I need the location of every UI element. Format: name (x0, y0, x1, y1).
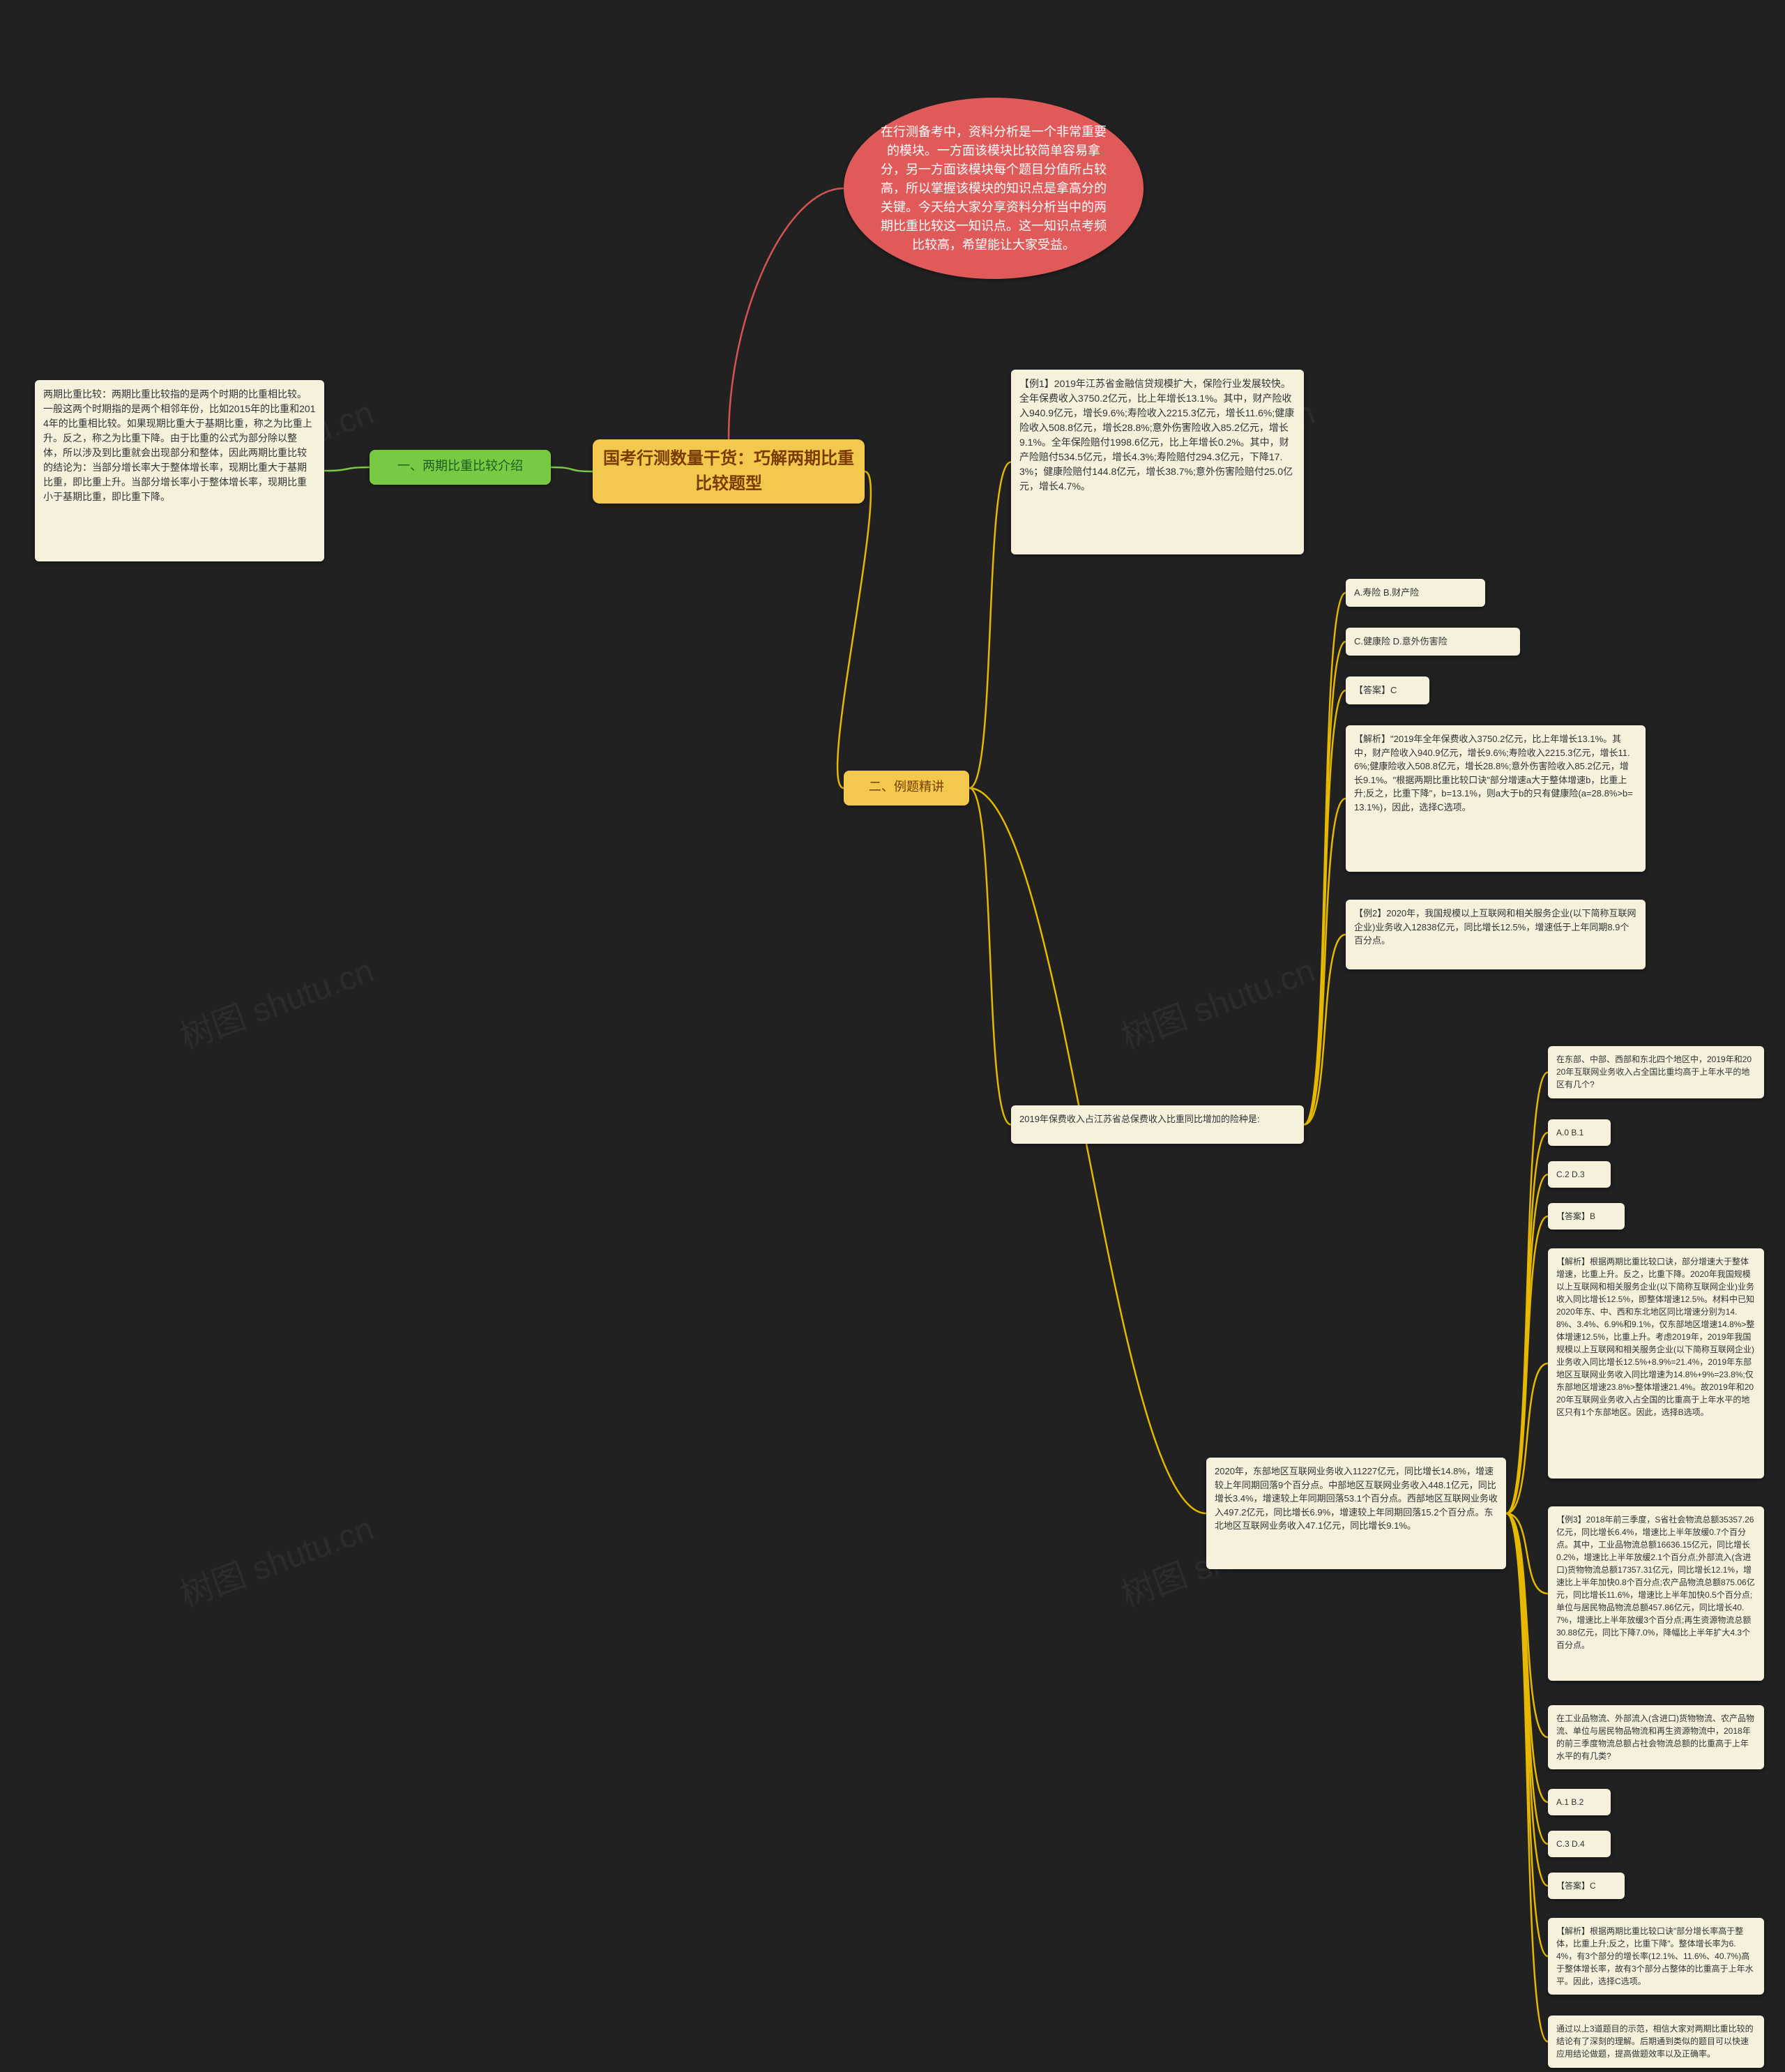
watermark: 树图 shutu.cn (172, 1501, 379, 1616)
link (1506, 1363, 1548, 1513)
node-q2b[interactable]: C.2 D.3 (1548, 1161, 1611, 1188)
link (1304, 690, 1346, 1125)
node-intro[interactable]: 在行测备考中，资料分析是一个非常重要的模块。一方面该模块比较简单容易拿分，另一方… (844, 98, 1144, 279)
link (1304, 593, 1346, 1125)
link (1304, 799, 1346, 1125)
link (1304, 642, 1346, 1125)
node-b2[interactable]: 二、例题精讲 (844, 771, 969, 806)
link (1506, 1513, 1548, 1956)
link (1506, 1216, 1548, 1513)
link-layer (0, 0, 1785, 2072)
node-q2c[interactable]: 【答案】B (1548, 1203, 1625, 1230)
link (729, 188, 844, 439)
link (837, 471, 871, 788)
link (1506, 1513, 1548, 1844)
node-ex2[interactable]: 【例2】2020年，我国规模以上互联网和相关服务企业(以下简称互联网企业)业务收… (1346, 900, 1646, 969)
node-q2d[interactable]: 【解析】根据两期比重比较口诀，部分增速大于整体增速，比重上升。反之，比重下降。2… (1548, 1248, 1764, 1479)
link (551, 467, 593, 471)
link (1304, 935, 1346, 1125)
node-q1d[interactable]: 【解析】"2019年全年保费收入3750.2亿元，比上年增长13.1%。其中，财… (1346, 725, 1646, 872)
node-center[interactable]: 国考行测数量干货：巧解两期比重比较题型 (593, 439, 865, 504)
node-ex1[interactable]: 【例1】2019年江苏省金融信贷规模扩大，保险行业发展较快。全年保费收入3750… (1011, 370, 1304, 554)
node-q2[interactable]: 在东部、中部、西部和东北四个地区中，2019年和2020年互联网业务收入占全国比… (1548, 1046, 1764, 1098)
node-q1b[interactable]: C.健康险 D.意外伤害险 (1346, 628, 1520, 656)
mindmap-canvas: 树图 shutu.cn树图 shutu.cn树图 shutu.cn树图 shut… (0, 0, 1785, 2072)
watermark: 树图 shutu.cn (172, 943, 379, 1058)
node-q3c[interactable]: 【答案】C (1548, 1873, 1625, 1899)
node-q3d[interactable]: 【解析】根据两期比重比较口诀"部分增长率高于整体，比重上升;反之，比重下降"。整… (1548, 1918, 1764, 1995)
node-q1[interactable]: 2019年保费收入占江苏省总保费收入比重同比增加的险种是: (1011, 1105, 1304, 1144)
link (324, 467, 370, 471)
link (969, 462, 1011, 789)
node-b1[interactable]: 一、两期比重比较介绍 (370, 450, 551, 485)
node-ex3[interactable]: 【例3】2018年前三季度，S省社会物流总额35357.26亿元，同比增长6.4… (1548, 1506, 1764, 1681)
link (969, 788, 1206, 1513)
link (1506, 1513, 1548, 2042)
link (1506, 1513, 1548, 1802)
node-q3[interactable]: 在工业品物流、外部流入(含进口)货物物流、农产品物流、单位与居民物品物流和再生资… (1548, 1705, 1764, 1769)
node-b1leaf[interactable]: 两期比重比较：两期比重比较指的是两个时期的比重相比较。一般这两个时期指的是两个相… (35, 380, 324, 561)
link (1506, 1513, 1548, 1737)
node-ex2det[interactable]: 2020年，东部地区互联网业务收入11227亿元，同比增长14.8%，增速较上年… (1206, 1458, 1506, 1569)
link (1506, 1133, 1548, 1513)
link (969, 788, 1011, 1125)
watermark: 树图 shutu.cn (1114, 943, 1321, 1058)
node-q1c[interactable]: 【答案】C (1346, 676, 1429, 704)
node-q1a[interactable]: A.寿险 B.财产险 (1346, 579, 1485, 607)
link (1506, 1174, 1548, 1513)
link (1506, 1513, 1548, 1886)
link (1506, 1513, 1548, 1594)
node-q2a[interactable]: A.0 B.1 (1548, 1119, 1611, 1146)
node-conclusion[interactable]: 通过以上3道题目的示范，相信大家对两期比重比较的结论有了深刻的理解。后期通到类似… (1548, 2016, 1764, 2068)
node-q3a[interactable]: A.1 B.2 (1548, 1789, 1611, 1815)
link (1506, 1073, 1548, 1514)
node-q3b[interactable]: C.3 D.4 (1548, 1831, 1611, 1857)
